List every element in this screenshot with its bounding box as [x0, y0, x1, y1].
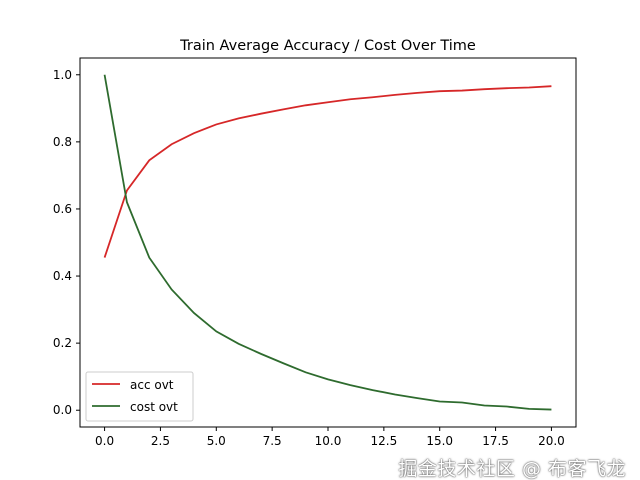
watermark: 掘金技术社区 @ 布客飞龙 [398, 458, 626, 480]
y-axis: 0.0 0.2 0.4 0.6 0.8 1.0 [53, 68, 80, 417]
x-tick-label: 0.0 [95, 434, 114, 448]
series-line-acc-ovt [103, 85, 552, 258]
x-axis: 0.0 2.5 5.0 7.5 10.0 12.5 15.0 17.5 20.0 [95, 427, 565, 448]
x-tick-label: 15.0 [426, 434, 453, 448]
x-tick-label: 2.5 [151, 434, 170, 448]
y-tick-label: 0.0 [53, 403, 72, 417]
y-tick-label: 0.8 [53, 135, 72, 149]
legend-label-acc: acc ovt [130, 378, 174, 392]
x-tick-label: 5.0 [207, 434, 226, 448]
y-tick-label: 1.0 [53, 68, 72, 82]
chart-title: Train Average Accuracy / Cost Over Time [179, 38, 476, 54]
legend-label-cost: cost ovt [130, 400, 178, 414]
x-tick-label: 12.5 [370, 434, 397, 448]
y-tick-label: 0.2 [53, 336, 72, 350]
x-tick-label: 10.0 [315, 434, 342, 448]
y-tick-label: 0.6 [53, 202, 72, 216]
x-tick-label: 20.0 [538, 434, 565, 448]
x-tick-label: 7.5 [263, 434, 282, 448]
series-lines [103, 74, 552, 411]
legend: acc ovt cost ovt [85, 371, 194, 422]
series-line-cost-ovt [103, 74, 552, 411]
x-tick-label: 17.5 [482, 434, 509, 448]
y-tick-label: 0.4 [53, 269, 72, 283]
